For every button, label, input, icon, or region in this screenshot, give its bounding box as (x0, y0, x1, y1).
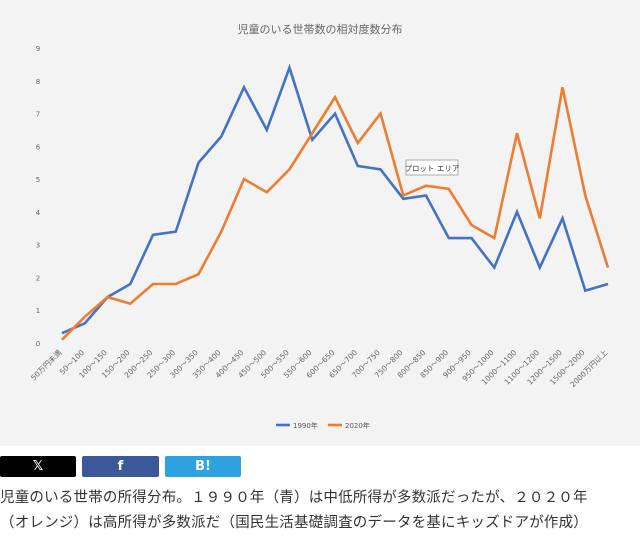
y-tick-label: 2 (36, 274, 40, 282)
y-tick-label: 5 (36, 176, 40, 184)
x-icon: 𝕏 (32, 459, 44, 474)
y-tick-label: 4 (36, 209, 41, 217)
y-tick-label: 7 (36, 111, 40, 119)
facebook-icon: f (117, 459, 124, 474)
y-tick-label: 1 (36, 307, 40, 315)
series-line-1990年 (61, 63, 609, 335)
y-tick-label: 9 (36, 45, 40, 53)
share-facebook-button[interactable]: f (82, 456, 159, 477)
legend-label: 1990年 (293, 421, 318, 430)
hatena-bookmark-icon: B! (195, 459, 211, 474)
figure-caption: 児童のいる世帯の所得分布。１９９０年（青）は中低所得が多数派だったが、２０２０年… (0, 486, 640, 536)
x-tick-label: 50万円未満 (28, 347, 63, 382)
y-tick-label: 8 (36, 78, 40, 86)
y-tick-label: 6 (36, 143, 41, 151)
y-tick-label: 3 (36, 242, 40, 250)
y-tick-label: 0 (36, 340, 40, 348)
legend-label: 2020年 (345, 421, 370, 430)
plot-area-tooltip-box (405, 159, 459, 176)
chart-title: 児童のいる世帯数の相対度数分布 (238, 22, 403, 36)
series-line-2020年 (61, 87, 610, 341)
caption-line-2: （オレンジ）は高所得が多数派だ（国民生活基礎調査のデータを基にキッズドアが作成） (0, 515, 588, 531)
plot-area-tooltip: プロット エリア (405, 164, 460, 173)
share-bar: 𝕏 f B! (0, 456, 640, 477)
caption-line-1: 児童のいる世帯の所得分布。１９９０年（青）は中低所得が多数派だったが、２０２０年 (0, 490, 588, 506)
share-hatena-button[interactable]: B! (165, 456, 241, 477)
share-x-button[interactable]: 𝕏 (0, 456, 76, 477)
